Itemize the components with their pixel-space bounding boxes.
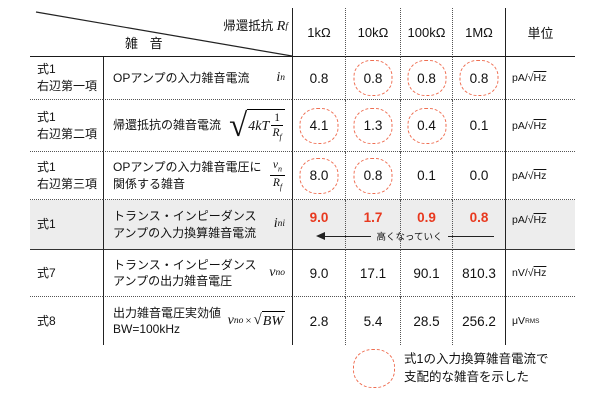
formula-vno-sqrt-bw: v no × √ BW: [228, 310, 285, 332]
row-eq-label: 式1 右辺第三項: [30, 152, 103, 200]
value-cell: 0.1: [400, 152, 452, 200]
unit-cell: nV/√ Hz: [505, 250, 575, 297]
value-cell: 0.4: [400, 100, 452, 152]
row-description: 出力雑音電圧実効値 BW=100kHz v no × √ BW: [103, 297, 292, 345]
value-cell: 0.9: [400, 200, 452, 250]
value-cell: 5.4: [345, 297, 400, 345]
value-cell: 1.7: [345, 200, 400, 250]
col-header-10k: 10kΩ: [345, 8, 400, 57]
diagonal-divider: [35, 11, 292, 56]
value-cell: 90.1: [400, 250, 452, 297]
row-eq-label: 式8: [30, 297, 103, 345]
formula-vno: v no: [269, 264, 285, 280]
value-cell: 0.8: [400, 57, 452, 100]
value-cell: 0.8: [452, 200, 505, 250]
col-header-1M: 1MΩ: [452, 8, 505, 57]
value-cell: 9.0: [292, 200, 345, 250]
value-cell: 0.0: [452, 152, 505, 200]
row-eq-label: 式1: [30, 200, 103, 250]
formula-vn-over-rf: vn Rf: [268, 159, 285, 191]
col-header-100k: 100kΩ: [400, 8, 452, 57]
unit-cell: pA/√ Hz: [505, 152, 575, 200]
unit-cell: pA/√ Hz: [505, 200, 575, 250]
row-description: トランス・インピーダンス アンプの出力雑音電圧 v no: [103, 250, 292, 297]
legend-text: 式1の入力換算雑音電流で 支配的な雑音を示した: [404, 352, 549, 385]
formula-sqrt-4kt-rf: √ 4kT 1 Rf: [229, 109, 285, 143]
row-description: OPアンプの入力雑音電圧に 関係する雑音 vn Rf: [103, 152, 292, 200]
value-cell: 8.0: [292, 152, 345, 200]
legend-dotted-circle-icon: [353, 349, 395, 388]
value-cell: 0.8: [345, 152, 400, 200]
legend: 式1の入力換算雑音電流で 支配的な雑音を示した: [353, 349, 548, 388]
row-eq-label: 式7: [30, 250, 103, 297]
value-cell: 0.8: [345, 57, 400, 100]
increase-arrow-label: 高くなっていく: [376, 232, 443, 243]
value-cell: 2.8: [292, 297, 345, 345]
col-header-1k: 1kΩ: [292, 8, 345, 57]
value-cell: 0.1: [452, 100, 505, 152]
increase-arrow: 高くなっていく: [316, 229, 494, 243]
value-cell: 17.1: [345, 250, 400, 297]
row-eq-label: 式1 右辺第一項: [30, 57, 103, 100]
corner-header-noise: 雑 音: [125, 36, 167, 51]
value-cell: 9.0: [292, 250, 345, 297]
row-description: トランス・インピーダンス アンプの入力換算雑音電流 i ni: [103, 200, 292, 250]
unit-cell: pA/√ Hz: [505, 100, 575, 152]
row-eq-label: 式1 右辺第二項: [30, 100, 103, 152]
arrow-head-icon: [316, 232, 325, 240]
col-header-unit: 単位: [505, 8, 575, 57]
value-cell: 1.3: [345, 100, 400, 152]
formula-ini: i ni: [273, 216, 285, 232]
value-cell: 0.8: [452, 57, 505, 100]
value-cell: 256.2: [452, 297, 505, 345]
value-cell: 4.1: [292, 100, 345, 152]
value-cell: 28.5: [400, 297, 452, 345]
unit-cell: pA/√ Hz: [505, 57, 575, 100]
value-cell: 0.8: [292, 57, 345, 100]
row-description: 帰還抵抗の雑音電流 √ 4kT 1 Rf: [103, 100, 292, 152]
unit-cell: μV RMS: [505, 297, 575, 345]
value-cell: 810.3: [452, 250, 505, 297]
